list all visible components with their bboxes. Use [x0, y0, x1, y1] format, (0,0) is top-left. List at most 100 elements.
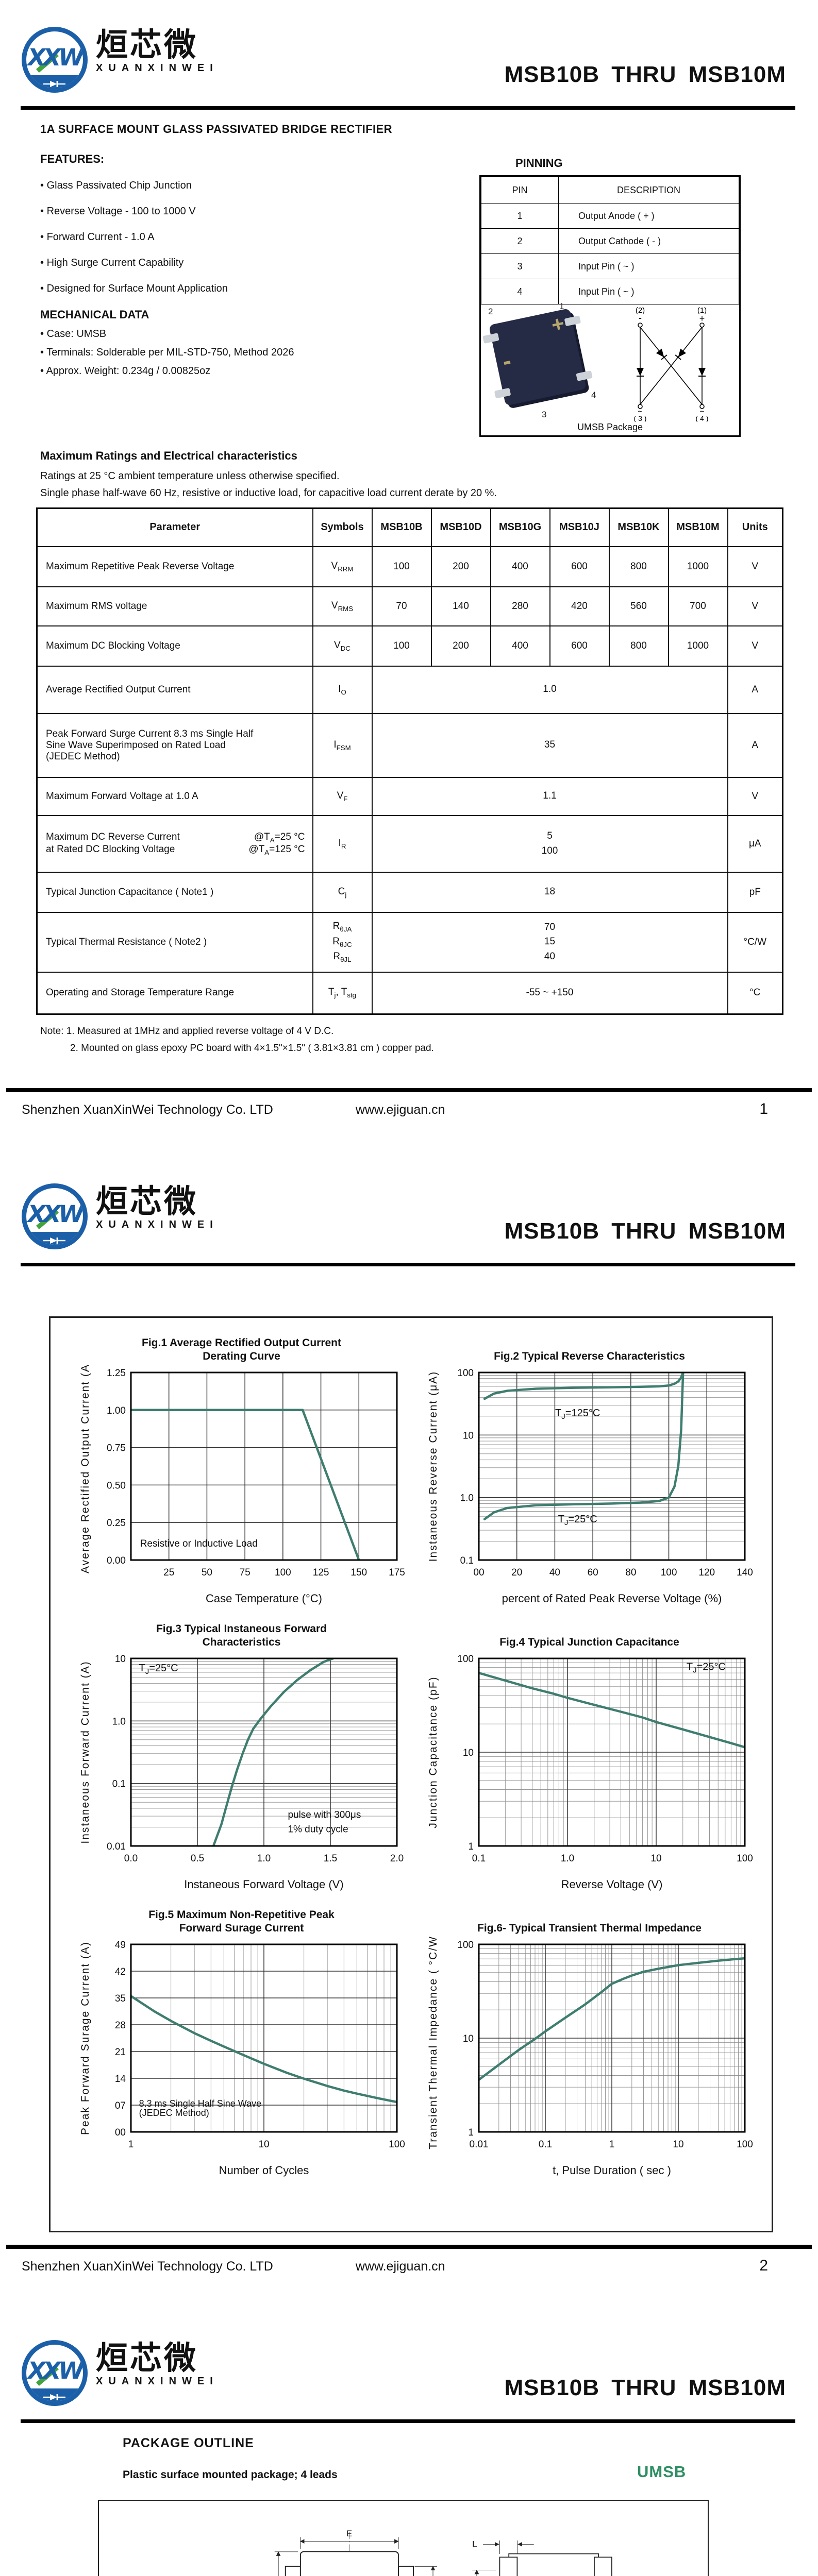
- mech-item: Approx. Weight: 0.234g / 0.00825oz: [40, 365, 483, 377]
- logo-diode-band: [26, 75, 83, 88]
- page-number: 2: [759, 2257, 768, 2274]
- symbol-cell: VRRM: [312, 546, 373, 587]
- y-tick-label: 0.75: [107, 1443, 126, 1454]
- symbol-cell: IO: [312, 665, 373, 714]
- brand-name-en: XUANXINWEI: [96, 2376, 219, 2387]
- mechanical-data-heading: MECHANICAL DATA: [40, 308, 149, 321]
- y-tick-label: 0.25: [107, 1518, 126, 1529]
- top-view-dims: [274, 2537, 438, 2576]
- dim-L: L: [472, 2539, 477, 2549]
- pin-number: 2: [481, 228, 559, 254]
- plot-annotation: 8.3 ms Single Half Sine Wave: [139, 2098, 261, 2109]
- brand-names: 烜芯微 XUANXINWEI: [96, 2340, 219, 2387]
- brand-logo-icon: XXW: [22, 2340, 88, 2406]
- dim-E: E: [346, 2529, 352, 2538]
- table-row: Typical Thermal Resistance ( Note2 ) RθJA…: [36, 911, 783, 973]
- value-cell: 600: [549, 625, 610, 667]
- diode-symbols: [637, 348, 706, 377]
- x-tick-label: 140: [737, 1567, 753, 1578]
- figure-plot: 0.0 0.5 1.0 1.5 2.0 0.01 0.1 1.0 10 Instaneous Fo…: [79, 1654, 404, 1891]
- footer-company: Shenzhen XuanXinWei Technology Co. LTD: [22, 1103, 273, 1117]
- fig5-surge-current: Fig.5 Maximum Non-Repetitive Peak Forward…: [75, 1907, 408, 2181]
- x-tick-label: 00: [473, 1567, 484, 1578]
- header-rule: [21, 2419, 795, 2423]
- y-tick-label: 14: [115, 2074, 126, 2084]
- x-tick-label: 10: [650, 1853, 661, 1864]
- y-tick-label: 10: [463, 1430, 474, 1441]
- x-tick-label: 40: [549, 1567, 560, 1578]
- fig6-thermal-impedance: Fig.6- Typical Transient Thermal Impedan…: [423, 1907, 756, 2181]
- circuit-plus: +: [699, 313, 705, 324]
- photo-pin-2-label: 2: [488, 307, 493, 316]
- series-TJ=25°C: [483, 1372, 685, 1520]
- footer-company: Shenzhen XuanXinWei Technology Co. LTD: [22, 2259, 273, 2274]
- unit-cell: μA: [727, 815, 783, 873]
- value-cell: 560: [608, 586, 669, 626]
- parameter-cell: Typical Junction Capacitance ( Note1 ): [36, 871, 313, 913]
- pin-number: 4: [481, 279, 559, 304]
- notes-section: Note: 1. Measured at 1MHz and applied re…: [40, 1023, 434, 1057]
- figure-title: Fig.2 Typical Reverse Characteristics: [494, 1350, 685, 1362]
- table-row: Operating and Storage Temperature Range T…: [36, 971, 783, 1015]
- footer-site: www.ejiguan.cn: [355, 1103, 445, 1117]
- column-header: Parameter: [36, 507, 313, 547]
- y-axis-label: Instaneous Forward Current (A): [79, 1660, 91, 1843]
- header-rule: [21, 106, 795, 110]
- x-tick-label: 0.5: [191, 1853, 204, 1864]
- x-tick-label: 100: [389, 2139, 405, 2150]
- column-header: Symbols: [312, 507, 373, 547]
- note-2: 2. Mounted on glass epoxy PC board with …: [70, 1043, 434, 1054]
- plot-annotation: TJ=25°C: [139, 1663, 178, 1676]
- symbol-cell: VF: [312, 776, 373, 816]
- value-cell: 1000: [667, 546, 728, 587]
- x-tick-label: 175: [389, 1567, 405, 1578]
- ratings-heading: Maximum Ratings and Electrical character…: [40, 449, 297, 462]
- pin-description: Input Pin ( ~ ): [558, 253, 739, 279]
- y-tick-label: 00: [115, 2127, 126, 2138]
- table-row: Maximum Forward Voltage at 1.0 A VF 1.1 V: [36, 776, 783, 816]
- value-cell: 200: [430, 546, 491, 587]
- y-tick-label: 21: [115, 2047, 126, 2058]
- x-tick-label: 25: [163, 1567, 174, 1578]
- diode-icon: [43, 2394, 65, 2400]
- package-photo: + -: [482, 308, 593, 406]
- y-tick-label: 0.00: [107, 1555, 126, 1566]
- diode-icon: [43, 1238, 65, 1244]
- doc-title: MSB10B THRU MSB10M: [504, 62, 786, 87]
- x-tick-label: 1.5: [324, 1853, 337, 1864]
- footer-rule: [6, 2245, 812, 2249]
- symbol-cell: IFSM: [312, 713, 373, 778]
- table-row: Maximum RMS voltage VRMS 70 140 280 420 560 700…: [36, 586, 783, 626]
- figure-plot: 25 50 75 100 125 150 175 0.00 0.25 0.50 0.75 1.00 1.…: [79, 1359, 405, 1605]
- x-tick-label: 0.1: [472, 1853, 486, 1864]
- unit-cell: V: [727, 586, 783, 626]
- series-surge: [131, 1995, 397, 2104]
- y-tick-label: 1.0: [460, 1493, 474, 1504]
- bottom-view-dims: [472, 2540, 534, 2576]
- pin-number: 1: [481, 203, 559, 229]
- x-axis-label: Number of Cycles: [219, 2164, 309, 2177]
- top-view: [285, 2551, 414, 2576]
- mech-item: Case: UMSB: [40, 328, 483, 340]
- y-tick-label: 1.0: [112, 1716, 126, 1727]
- symbol-cell: VDC: [312, 625, 373, 667]
- page-footer: Shenzhen XuanXinWei Technology Co. LTD w…: [22, 2257, 796, 2275]
- y-axis-label: Transient Thermal Impedance ( °C/W ): [427, 1936, 439, 2149]
- unit-cell: °C/W: [727, 911, 783, 973]
- brand-logo: XXW 烜芯微 XUANXINWEI: [22, 27, 219, 93]
- y-tick-label: 100: [457, 1654, 474, 1665]
- ratings-header-row: Parameter Symbols MSB10B MSB10D MSB10G MSB10J…: [36, 507, 783, 547]
- brand-logo: XXW 烜芯微 XUANXINWEI: [22, 2340, 219, 2406]
- value-cell: 1000: [667, 625, 728, 667]
- y-tick-label: 100: [457, 1940, 474, 1951]
- x-tick-label: 10: [258, 2139, 269, 2150]
- package-outline-heading: PACKAGE OUTLINE: [123, 2436, 254, 2450]
- x-tick-label: 0.01: [470, 2139, 489, 2150]
- pin-number: 3: [481, 253, 559, 279]
- package-media: 2 1 3 4 + -: [481, 301, 739, 422]
- features-section: FEATURES: Glass Passivated Chip Junction…: [40, 152, 453, 295]
- series-thermal: [479, 1957, 745, 2081]
- x-tick-label: 1.0: [257, 1853, 271, 1864]
- value-cell: 140: [430, 586, 491, 626]
- chip-lead: [576, 370, 593, 381]
